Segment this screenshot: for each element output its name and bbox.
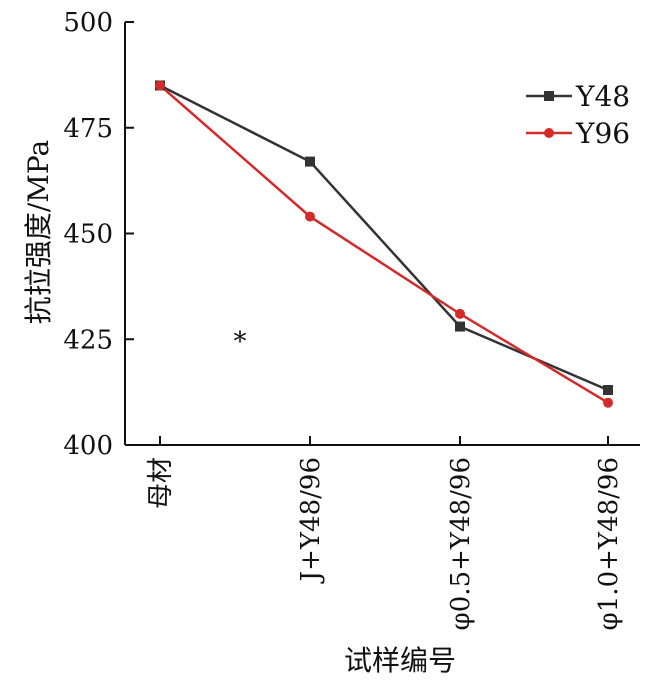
data-point-y48 — [603, 385, 613, 396]
x-tick-label: J+Y48/96 — [296, 457, 326, 584]
data-point-y96 — [455, 308, 465, 319]
annotation-asterisk: * — [234, 327, 247, 357]
data-point-y48 — [305, 156, 315, 167]
x-tick-label: φ0.5+Y48/96 — [446, 457, 476, 630]
legend-marker-y96 — [544, 128, 554, 138]
data-point-y48 — [455, 321, 465, 332]
legend-label-y48: Y48 — [575, 80, 630, 113]
y-tick-label: 425 — [63, 325, 113, 355]
y-axis-title: 抗拉强度/MPa — [22, 140, 55, 324]
x-tick-label: 母材 — [146, 457, 176, 509]
data-point-y96 — [603, 397, 613, 408]
x-tick-label: φ1.0+Y48/96 — [594, 457, 624, 630]
series-line-y96 — [159, 84, 609, 404]
series-lines — [159, 84, 609, 404]
y-tick-label: 400 — [63, 431, 113, 461]
series-markers — [155, 80, 613, 408]
series-line-y48 — [159, 84, 609, 392]
axes — [124, 22, 640, 446]
y-tick-label: 450 — [63, 220, 113, 250]
legend-label-y96: Y96 — [575, 117, 630, 150]
y-axis-ticks: 400 425 450 475 500 — [63, 8, 134, 461]
x-axis-title: 试样编号 — [344, 644, 456, 677]
y-tick-label: 500 — [63, 8, 113, 38]
x-axis-ticks: 母材 J+Y48/96 φ0.5+Y48/96 φ1.0+Y48/96 — [146, 436, 624, 630]
legend-marker-y48 — [544, 91, 554, 101]
data-point-y96 — [155, 80, 165, 91]
y-tick-label: 475 — [63, 114, 113, 144]
data-point-y96 — [305, 211, 315, 222]
